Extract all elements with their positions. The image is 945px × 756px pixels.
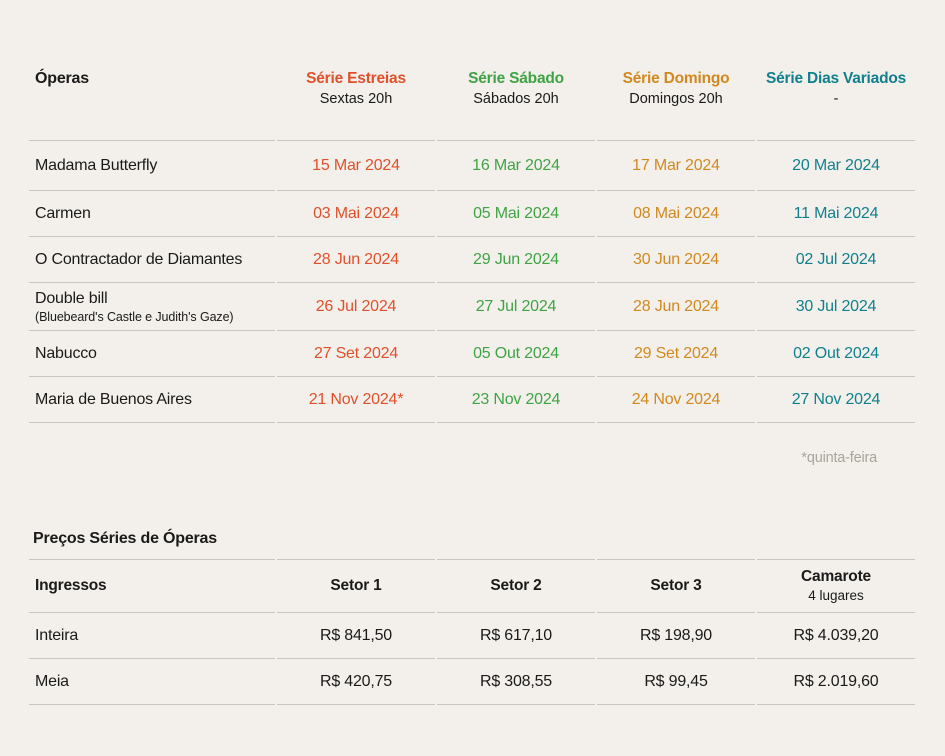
opera-name: Carmen: [35, 205, 91, 222]
opera-name-cell: Maria de Buenos Aires: [29, 377, 275, 423]
camarote-header: Camarote 4 lugares: [757, 559, 915, 613]
date-cell: 05 Mai 2024: [437, 191, 595, 237]
setor-2-label: Setor 2: [490, 577, 542, 594]
date-cell: 02 Jul 2024: [757, 237, 915, 283]
series-sabado-subtitle: Sábados 20h: [473, 91, 559, 107]
price-cell: R$ 2.019,60: [757, 659, 915, 705]
date-cell: 17 Mar 2024: [597, 141, 755, 191]
date-cell: 28 Jun 2024: [597, 283, 755, 331]
opera-subtitle: (Bluebeard's Castle e Judith's Gaze): [35, 309, 234, 324]
table-row: O Contractador de Diamantes 28 Jun 2024 …: [29, 237, 915, 283]
setor-3-label: Setor 3: [650, 577, 702, 594]
table-row: Nabucco 27 Set 2024 05 Out 2024 29 Set 2…: [29, 331, 915, 377]
date-cell: 27 Nov 2024: [757, 377, 915, 423]
ingressos-column-header: Ingressos: [29, 559, 275, 613]
table-row: Inteira R$ 841,50 R$ 617,10 R$ 198,90 R$…: [29, 613, 915, 659]
date-cell: 21 Nov 2024*: [277, 377, 435, 423]
series-domingo-label: Série Domingo: [622, 70, 730, 87]
table-row: Carmen 03 Mai 2024 05 Mai 2024 08 Mai 20…: [29, 191, 915, 237]
price-cell: R$ 420,75: [277, 659, 435, 705]
opera-name-cell: Nabucco: [29, 331, 275, 377]
date-cell: 15 Mar 2024: [277, 141, 435, 191]
series-estreias-subtitle: Sextas 20h: [319, 91, 393, 107]
date-cell: 29 Set 2024: [597, 331, 755, 377]
opera-name-cell: Carmen: [29, 191, 275, 237]
date-cell: 16 Mar 2024: [437, 141, 595, 191]
camarote-label: Camarote: [801, 568, 871, 585]
date-cell: 03 Mai 2024: [277, 191, 435, 237]
series-domingo-header: Série Domingo Domingos 20h: [597, 60, 755, 141]
price-cell: R$ 617,10: [437, 613, 595, 659]
series-sabado-label: Série Sábado: [468, 70, 564, 87]
opera-schedule-table: Óperas Série Estreias Sextas 20h Série S…: [27, 60, 917, 423]
camarote-subtitle: 4 lugares: [808, 588, 864, 603]
opera-name-cell: Double bill (Bluebeard's Castle e Judith…: [29, 283, 275, 331]
date-cell: 27 Jul 2024: [437, 283, 595, 331]
date-cell: 29 Jun 2024: [437, 237, 595, 283]
series-estreias-header: Série Estreias Sextas 20h: [277, 60, 435, 141]
table-row: Meia R$ 420,75 R$ 308,55 R$ 99,45 R$ 2.0…: [29, 659, 915, 705]
thursday-footnote: *quinta-feira: [801, 450, 877, 466]
price-cell: R$ 198,90: [597, 613, 755, 659]
series-dias-variados-subtitle: -: [833, 91, 839, 107]
price-cell: R$ 841,50: [277, 613, 435, 659]
date-cell: 30 Jun 2024: [597, 237, 755, 283]
date-cell: 28 Jun 2024: [277, 237, 435, 283]
series-domingo-subtitle: Domingos 20h: [629, 91, 723, 107]
price-section-title: Preços Séries de Óperas: [33, 530, 217, 547]
price-table-header-row: Ingressos Setor 1 Setor 2 Setor 3 Camaro…: [29, 559, 915, 613]
date-cell: 23 Nov 2024: [437, 377, 595, 423]
opera-table-header-row: Óperas Série Estreias Sextas 20h Série S…: [29, 60, 915, 141]
operas-column-header-label: Óperas: [35, 70, 89, 87]
opera-name: Maria de Buenos Aires: [35, 391, 192, 408]
opera-name: O Contractador de Diamantes: [35, 251, 243, 268]
opera-name: Nabucco: [35, 345, 97, 362]
date-cell: 11 Mai 2024: [757, 191, 915, 237]
series-dias-variados-header: Série Dias Variados -: [757, 60, 915, 141]
setor-3-header: Setor 3: [597, 559, 755, 613]
table-row: Madama Butterfly 15 Mar 2024 16 Mar 2024…: [29, 141, 915, 191]
date-cell: 26 Jul 2024: [277, 283, 435, 331]
date-cell: 24 Nov 2024: [597, 377, 755, 423]
ticket-type-cell: Meia: [29, 659, 275, 705]
opera-name-cell: O Contractador de Diamantes: [29, 237, 275, 283]
date-cell: 08 Mai 2024: [597, 191, 755, 237]
ticket-type-cell: Inteira: [29, 613, 275, 659]
date-cell: 27 Set 2024: [277, 331, 435, 377]
series-sabado-header: Série Sábado Sábados 20h: [437, 60, 595, 141]
setor-1-header: Setor 1: [277, 559, 435, 613]
date-cell: 30 Jul 2024: [757, 283, 915, 331]
opera-name-cell: Madama Butterfly: [29, 141, 275, 191]
opera-name: Madama Butterfly: [35, 157, 158, 174]
ingressos-column-header-label: Ingressos: [35, 577, 107, 594]
series-dias-variados-label: Série Dias Variados: [765, 70, 907, 87]
table-row: Double bill (Bluebeard's Castle e Judith…: [29, 283, 915, 331]
price-cell: R$ 308,55: [437, 659, 595, 705]
date-cell: 20 Mar 2024: [757, 141, 915, 191]
setor-1-label: Setor 1: [330, 577, 382, 594]
operas-column-header: Óperas: [29, 60, 275, 141]
date-cell: 02 Out 2024: [757, 331, 915, 377]
setor-2-header: Setor 2: [437, 559, 595, 613]
opera-name: Double bill: [35, 289, 108, 307]
price-cell: R$ 4.039,20: [757, 613, 915, 659]
price-cell: R$ 99,45: [597, 659, 755, 705]
table-row: Maria de Buenos Aires 21 Nov 2024* 23 No…: [29, 377, 915, 423]
series-estreias-label: Série Estreias: [306, 70, 406, 87]
price-table: Ingressos Setor 1 Setor 2 Setor 3 Camaro…: [27, 559, 917, 705]
date-cell: 05 Out 2024: [437, 331, 595, 377]
